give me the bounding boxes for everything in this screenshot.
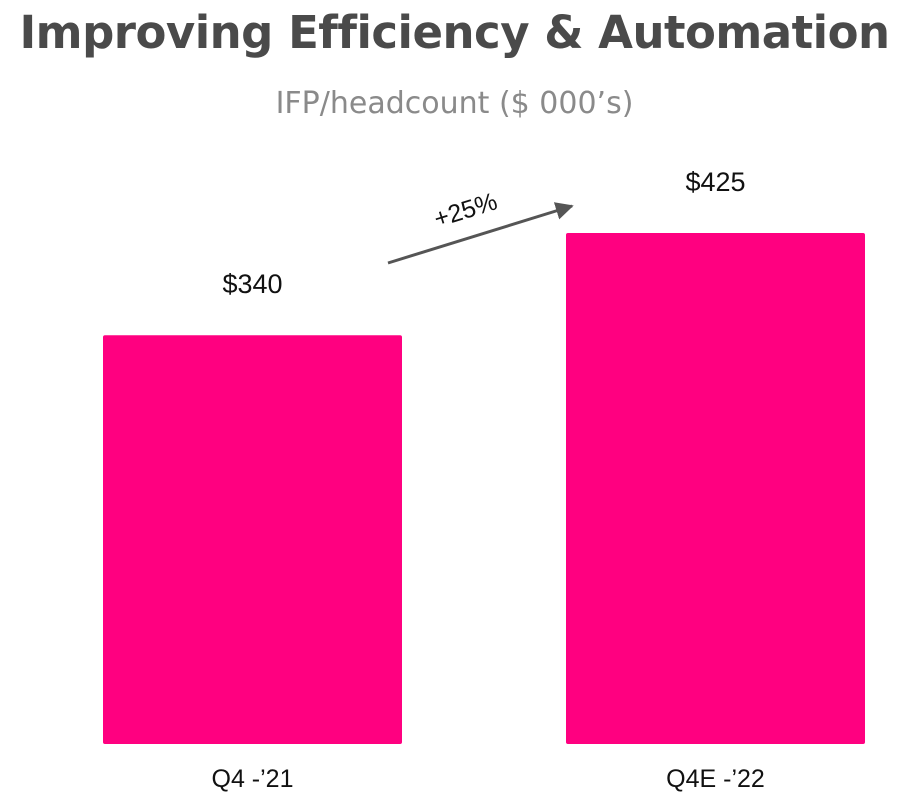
bar-1: [103, 335, 402, 744]
bar-2: [566, 233, 865, 744]
value-label-1: $340: [222, 269, 282, 299]
growth-annotation-label: +25%: [431, 187, 501, 233]
page-title: Improving Efficiency & Automation: [19, 6, 890, 59]
growth-arrow: [387, 202, 574, 265]
value-label-2: $425: [685, 167, 745, 197]
category-label-2: Q4E -’22: [666, 765, 765, 793]
page-subtitle: IFP/headcount ($ 000’s): [275, 86, 634, 121]
category-label-1: Q4 -’21: [212, 765, 294, 793]
